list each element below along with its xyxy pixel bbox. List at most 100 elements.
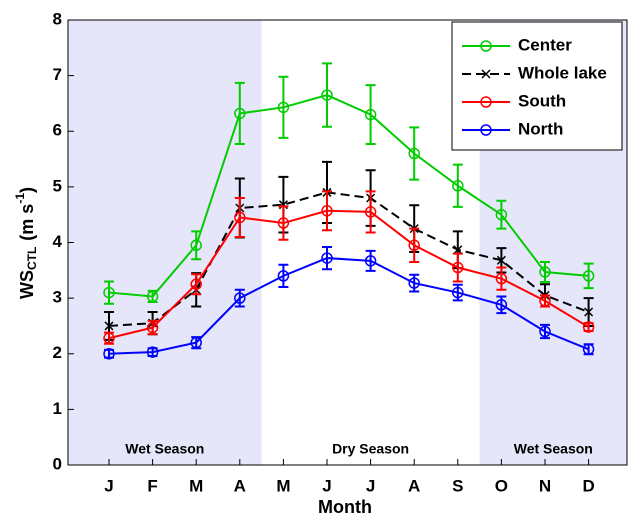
error-bar	[191, 273, 202, 296]
x-tick-label: A	[234, 476, 246, 495]
x-tick-label: F	[147, 476, 157, 495]
x-tick-label: D	[582, 476, 594, 495]
marker	[408, 239, 420, 252]
marker	[480, 96, 492, 108]
error-bar	[278, 205, 289, 241]
marker	[364, 206, 377, 218]
marker	[146, 321, 159, 334]
marker	[104, 321, 114, 331]
y-tick-label: 8	[53, 9, 62, 28]
x-tick-label: M	[276, 476, 290, 495]
marker	[582, 321, 595, 333]
marker	[452, 286, 464, 299]
season-label: Dry Season	[332, 441, 409, 457]
error-bar	[104, 280, 114, 305]
marker	[321, 89, 333, 101]
marker	[495, 208, 508, 221]
series-line	[108, 209, 590, 340]
marker	[103, 286, 115, 299]
y-tick-label: 1	[53, 399, 62, 418]
marker	[408, 277, 420, 289]
x-tick-label: J	[322, 476, 331, 495]
marker	[364, 108, 377, 121]
error-bar	[234, 197, 245, 238]
error-bar	[365, 249, 376, 272]
season-label: Wet Season	[125, 441, 204, 457]
marker	[452, 180, 464, 192]
marker	[277, 270, 290, 282]
x-tick-label: J	[366, 476, 375, 495]
x-axis-label: Month	[318, 497, 372, 517]
y-axis-label: WSCTL (m s-1)	[13, 187, 39, 299]
error-bar	[234, 81, 245, 146]
y-label-units: (m s	[17, 204, 37, 241]
legend-box	[451, 21, 623, 151]
marker	[190, 336, 202, 349]
error-bar	[278, 75, 289, 139]
y-tick-label: 3	[53, 288, 62, 307]
marker	[480, 124, 492, 136]
marker	[453, 245, 463, 255]
error-bar	[452, 163, 463, 208]
marker	[321, 205, 333, 217]
error-bar	[191, 230, 202, 261]
x-tick-label: M	[189, 476, 203, 495]
marker	[452, 261, 464, 274]
marker	[234, 292, 246, 304]
marker	[190, 239, 202, 252]
y-tick-label: 2	[53, 343, 62, 362]
marker	[321, 252, 333, 264]
marker	[277, 217, 290, 229]
marker	[146, 290, 159, 303]
legend-label: Whole lake	[518, 63, 607, 82]
error-bar	[496, 266, 507, 291]
marker	[103, 332, 115, 344]
error-bar	[322, 62, 332, 128]
x-tick-label: J	[104, 476, 113, 495]
marker-x	[584, 307, 594, 317]
marker	[146, 346, 159, 358]
y-tick-label: 5	[53, 176, 62, 195]
marker	[234, 107, 246, 120]
error-bar	[409, 126, 420, 181]
season-label: Wet Season	[514, 441, 593, 457]
legend-label: North	[518, 119, 563, 138]
marker	[539, 266, 551, 278]
y-tick-label: 7	[53, 65, 62, 84]
marker-x	[453, 245, 463, 255]
y-tick-label: 0	[53, 454, 62, 473]
marker-x	[104, 321, 114, 331]
error-bar	[452, 252, 463, 283]
error-bar	[365, 84, 376, 146]
series-line	[108, 191, 589, 327]
y-tick-label: 6	[53, 121, 62, 140]
marker	[234, 211, 246, 224]
marker	[539, 325, 551, 338]
error-bar	[583, 262, 594, 290]
marker	[480, 40, 492, 52]
marker	[584, 307, 594, 317]
error-bar	[365, 190, 376, 234]
marker-x	[496, 255, 506, 265]
series-line	[108, 94, 589, 298]
marker	[539, 295, 551, 307]
legend-label: Center	[518, 35, 572, 54]
marker	[495, 299, 508, 311]
series-line	[108, 257, 589, 355]
x-tick-label: O	[495, 476, 508, 495]
marker	[103, 348, 115, 360]
error-bar	[322, 190, 332, 232]
y-label-subscript: CTL	[25, 247, 39, 270]
x-tick-label: N	[539, 476, 551, 495]
marker	[481, 69, 491, 79]
error-bar	[409, 227, 420, 263]
error-bar	[496, 199, 507, 230]
y-label-superscript: -1	[13, 193, 27, 204]
y-label-base: WS	[17, 270, 37, 299]
marker	[408, 147, 420, 160]
marker	[364, 255, 377, 267]
marker	[190, 278, 202, 290]
legend: Center Whole lake South North	[451, 21, 623, 151]
y-tick-label: 4	[53, 232, 63, 251]
